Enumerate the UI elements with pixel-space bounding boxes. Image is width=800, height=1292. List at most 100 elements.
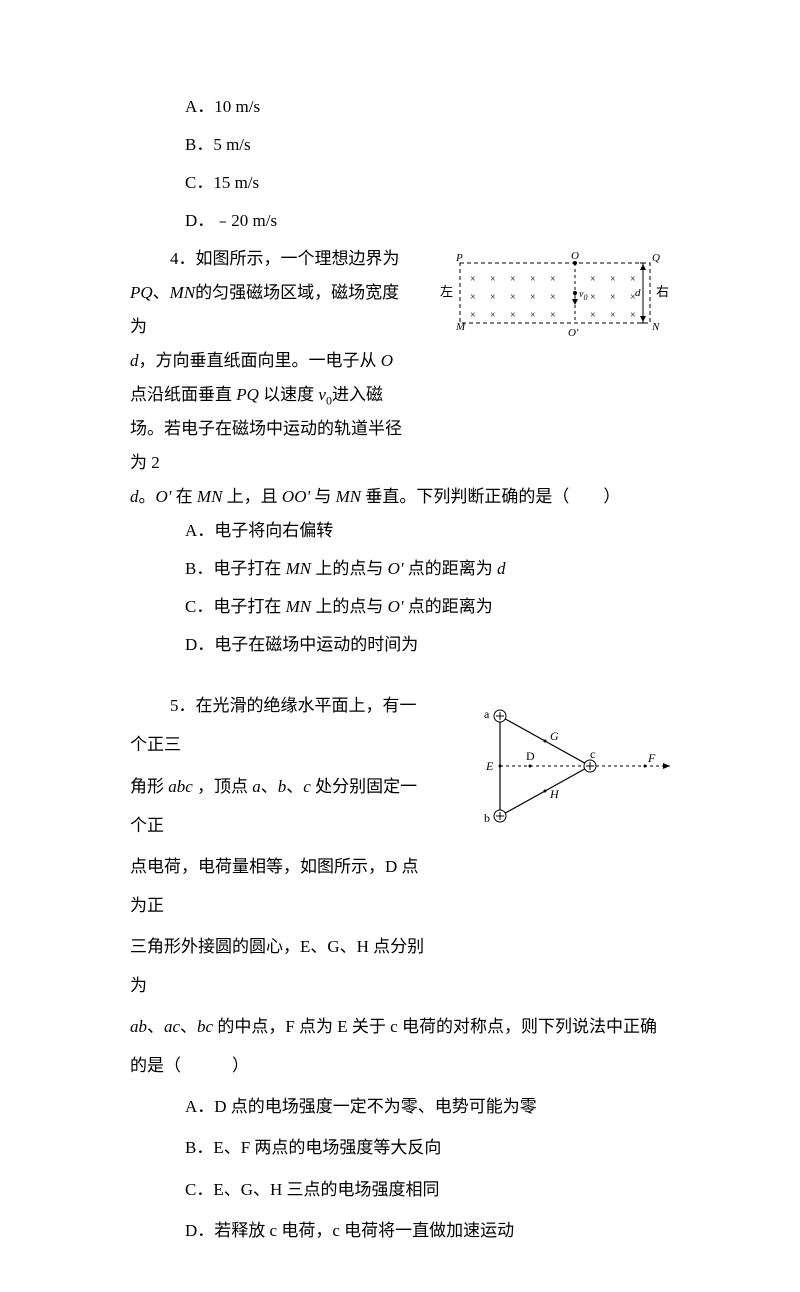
b-label: b [484,811,490,825]
svg-text:×: × [630,274,636,285]
q5-l3: 点电荷，电荷量相等，如图所示，D 点为正 [130,847,430,925]
t: 、 [147,1017,164,1036]
t: 以速度 [263,385,314,404]
t: 点的距离为 [408,559,493,578]
svg-text:×: × [510,310,516,321]
pq: PQ [130,283,153,302]
svg-text:×: × [510,292,516,303]
q5-l4: 三角形外接圆的圆心，E、G、H 点分别为 [130,927,430,1005]
op: O' [383,597,407,616]
abc: abc [164,777,193,796]
q4-optC: C．电子打在 MN 上的点与 O' 点的距离为 [130,590,670,624]
t: 垂直。下列判断正确的是（ ） [365,487,620,506]
svg-text:×: × [470,274,476,285]
O-label: O [571,250,579,262]
PQ: PQ [232,385,263,404]
t: 、 [286,777,303,796]
O: O [377,351,394,370]
svg-text:×: × [550,274,556,285]
a: a [248,777,261,796]
t: 、 [180,1017,197,1036]
mn: MN [281,597,315,616]
t: ，顶点 [193,777,248,796]
svg-text:×: × [610,292,616,303]
svg-text:×: × [630,310,636,321]
mn: MN [170,283,196,302]
op: O' [156,487,176,506]
mn3: MN [331,487,365,506]
q5-l5: ab、ac、bc 的中点，F 点为 E 关于 c 电荷的对称点，则下列说法中正确… [130,1007,670,1085]
t: 上的点与 [315,559,383,578]
F-label: F [647,751,656,765]
q3-optA: A．10 m/s [130,90,670,124]
Q-label: Q [652,252,660,264]
svg-text:×: × [530,310,536,321]
q4-optD: D．电子在磁场中运动的时间为 [130,628,670,662]
t: ，方向垂直纸面向里。一电子从 [139,351,377,370]
E-label: E [485,759,494,773]
svg-text:×: × [490,292,496,303]
mn2: MN [193,487,227,506]
q3-optB: B．5 m/s [130,128,670,162]
svg-text:×: × [550,310,556,321]
c-label: c [590,747,595,761]
ac: ac [164,1017,180,1036]
v0-label: v0 [579,289,587,302]
t: B．电子打在 [185,559,281,578]
svg-text:×: × [590,310,596,321]
N-label: N [651,321,660,333]
left-label: 左 [440,284,453,299]
t: 、 [153,283,170,302]
M-label: M [455,321,466,333]
Oprime-label: O' [568,327,579,339]
q4-line2: d，方向垂直纸面向里。一电子从 O 点沿纸面垂直 PQ 以速度 v0进入磁场。若… [130,344,410,480]
q5-optC: C．E、G、H 三点的电场强度相同 [130,1170,670,1209]
q4-optB: B．电子打在 MN 上的点与 O' 点的距离为 d [130,552,670,586]
a-label: a [484,707,490,721]
svg-text:×: × [490,274,496,285]
q5-optA: A．D 点的电场强度一定不为零、电势可能为零 [130,1087,670,1126]
q3-optD: D．﹣20 m/s [130,204,670,238]
ab: ab [130,1017,147,1036]
svg-text:×: × [610,274,616,285]
q4-lead: 4．如图所示，一个理想边界为 [130,242,410,276]
svg-text:×: × [470,310,476,321]
d: d [493,559,506,578]
q5-figure: a b c D E F G H [470,696,670,836]
q4-optA: A．电子将向右偏转 [130,514,670,548]
mn: MN [281,559,315,578]
q4-follow: d。O' 在 MN 上，且 OO' 与 MN 垂直。下列判断正确的是（ ） [130,480,670,514]
d2: d [130,487,139,506]
oop: OO' [278,487,315,506]
bc: bc [197,1017,217,1036]
svg-text:×: × [490,310,496,321]
q4-line1: PQ、MN的匀强磁场区域，磁场宽度为 [130,276,410,344]
q5-l1: 5．在光滑的绝缘水平面上，有一个正三 [130,686,430,764]
svg-text:×: × [510,274,516,285]
t: C．电子打在 [185,597,281,616]
q5-l2: 角形 abc ，顶点 a、b、c 处分别固定一个正 [130,767,430,845]
q3-optC: C．15 m/s [130,166,670,200]
svg-text:×: × [590,274,596,285]
t: 上，且 [227,487,278,506]
t: 点沿纸面垂直 [130,385,232,404]
t: 在 [176,487,193,506]
t: 上的点与 [315,597,383,616]
svg-text:×: × [550,292,556,303]
d: d [130,351,139,370]
right-label: 右 [656,284,669,299]
q4-figure: ××××× ××× ××××× ××× ××××× ××× P Q M N O … [440,248,670,348]
svg-text:×: × [610,310,616,321]
G-label: G [550,729,559,743]
t: 角形 [130,777,164,796]
op: O' [383,559,407,578]
D-label: D [526,749,535,763]
svg-text:×: × [530,274,536,285]
t: 。 [139,487,156,506]
t: 、 [261,777,278,796]
t: 点的距离为 [408,597,493,616]
svg-text:×: × [530,292,536,303]
svg-text:×: × [590,292,596,303]
H-label: H [549,787,560,801]
q5-optD: D．若释放 c 电荷，c 电荷将一直做加速运动 [130,1211,670,1250]
